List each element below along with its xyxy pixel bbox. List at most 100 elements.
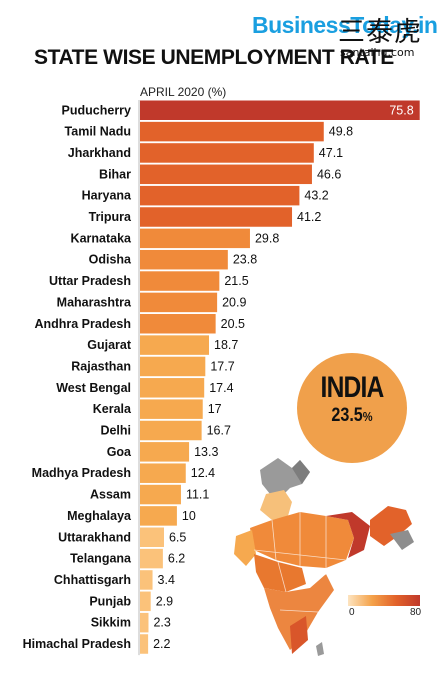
bar bbox=[140, 634, 149, 654]
bar bbox=[140, 143, 314, 163]
value-label: 2.9 bbox=[156, 594, 173, 608]
value-label: 3.4 bbox=[158, 573, 175, 587]
bar bbox=[140, 442, 190, 462]
watermark-logo: 三泰虎 bbox=[338, 17, 422, 48]
bar bbox=[140, 207, 293, 227]
map-sri-lanka bbox=[316, 642, 324, 656]
bar bbox=[140, 314, 216, 334]
category-label: Haryana bbox=[82, 189, 132, 203]
category-label: Tripura bbox=[89, 210, 132, 224]
bar bbox=[140, 185, 300, 206]
category-label: Puducherry bbox=[62, 103, 132, 117]
value-label: 12.4 bbox=[191, 466, 215, 480]
value-label: 47.1 bbox=[319, 146, 343, 160]
value-label: 17.4 bbox=[209, 381, 233, 395]
bar bbox=[140, 612, 149, 633]
category-label: Gujarat bbox=[87, 338, 132, 352]
bar bbox=[140, 100, 420, 120]
category-label: Tamil Nadu bbox=[65, 125, 131, 139]
bar bbox=[140, 484, 181, 505]
bar bbox=[140, 506, 177, 526]
value-label: 6.2 bbox=[168, 552, 185, 566]
category-label: Madhya Pradesh bbox=[32, 466, 131, 480]
category-label: Assam bbox=[90, 488, 131, 502]
category-label: Uttarakhand bbox=[58, 530, 131, 544]
value-label: 18.7 bbox=[214, 338, 238, 352]
category-label: Andhra Pradesh bbox=[34, 317, 131, 331]
category-label: Rajasthan bbox=[71, 359, 131, 373]
map-maharashtra-region bbox=[254, 554, 306, 592]
value-label: 10 bbox=[182, 509, 196, 523]
value-label: 29.8 bbox=[255, 231, 279, 245]
bar bbox=[140, 292, 218, 313]
bar bbox=[140, 591, 151, 612]
category-label: Meghalaya bbox=[67, 509, 132, 523]
map-east-region bbox=[326, 512, 370, 558]
map-kashmir-region bbox=[292, 460, 310, 484]
category-label: Jharkhand bbox=[68, 146, 131, 160]
value-label: 16.7 bbox=[207, 424, 231, 438]
india-value: 23.5% bbox=[331, 405, 373, 426]
chart-subtitle: APRIL 2020 (%) bbox=[140, 85, 227, 99]
value-label: 20.5 bbox=[221, 317, 245, 331]
bar bbox=[140, 356, 206, 377]
category-label: Kerala bbox=[93, 402, 132, 416]
category-label: Telangana bbox=[70, 552, 132, 566]
bar bbox=[140, 420, 202, 441]
bar bbox=[140, 249, 228, 270]
map-west-region bbox=[234, 530, 256, 566]
category-label: Himachal Pradesh bbox=[23, 637, 131, 651]
india-label: INDIA bbox=[320, 371, 385, 404]
map-south-tip bbox=[290, 616, 308, 654]
value-label: 2.2 bbox=[153, 637, 170, 651]
category-label: Sikkim bbox=[91, 616, 131, 630]
bar bbox=[140, 570, 153, 590]
value-label: 20.9 bbox=[222, 295, 246, 309]
category-label: Chhattisgarh bbox=[54, 573, 131, 587]
value-label: 21.5 bbox=[224, 274, 248, 288]
map-northeast-region bbox=[370, 506, 412, 546]
map-northwest-region bbox=[260, 490, 292, 520]
value-label: 17.7 bbox=[210, 359, 234, 373]
category-label: Karnataka bbox=[71, 231, 132, 245]
legend-max-label: 80 bbox=[410, 607, 422, 618]
bar bbox=[140, 548, 163, 569]
value-label: 6.5 bbox=[169, 530, 186, 544]
category-label: Delhi bbox=[100, 424, 131, 438]
value-label: 17 bbox=[208, 402, 222, 416]
bar bbox=[140, 527, 164, 547]
bar bbox=[140, 164, 312, 185]
category-label: Punjab bbox=[89, 594, 131, 608]
india-map bbox=[234, 458, 414, 656]
category-label: Goa bbox=[107, 445, 132, 459]
bar bbox=[140, 463, 186, 483]
bar bbox=[140, 399, 203, 419]
color-legend-bar bbox=[348, 595, 420, 606]
map-central-region bbox=[250, 512, 354, 568]
value-label: 43.2 bbox=[304, 189, 328, 203]
value-label: 75.8 bbox=[389, 103, 413, 117]
category-label: Bihar bbox=[99, 167, 131, 181]
watermark-url: santaihu.com bbox=[340, 46, 415, 59]
value-label: 41.2 bbox=[297, 210, 321, 224]
india-rate-badge: INDIA 23.5% bbox=[297, 353, 407, 463]
map-south-region bbox=[264, 574, 334, 650]
value-label: 49.8 bbox=[329, 125, 353, 139]
map-northeast-grey bbox=[390, 530, 414, 550]
legend-min-label: 0 bbox=[349, 607, 355, 618]
value-label: 2.3 bbox=[153, 616, 170, 630]
value-label: 13.3 bbox=[194, 445, 218, 459]
category-label: Uttar Pradesh bbox=[49, 274, 131, 288]
bar bbox=[140, 335, 210, 355]
value-label: 46.6 bbox=[317, 167, 341, 181]
bar bbox=[140, 228, 250, 249]
value-label: 23.8 bbox=[233, 253, 257, 267]
brand-logo: BusinessToday.in bbox=[252, 12, 438, 38]
category-label: Odisha bbox=[89, 253, 132, 267]
value-label: 11.1 bbox=[186, 488, 209, 502]
category-label: West Bengal bbox=[56, 381, 131, 395]
bar bbox=[140, 378, 205, 398]
bar bbox=[140, 271, 220, 291]
category-label: Maharashtra bbox=[57, 295, 132, 309]
